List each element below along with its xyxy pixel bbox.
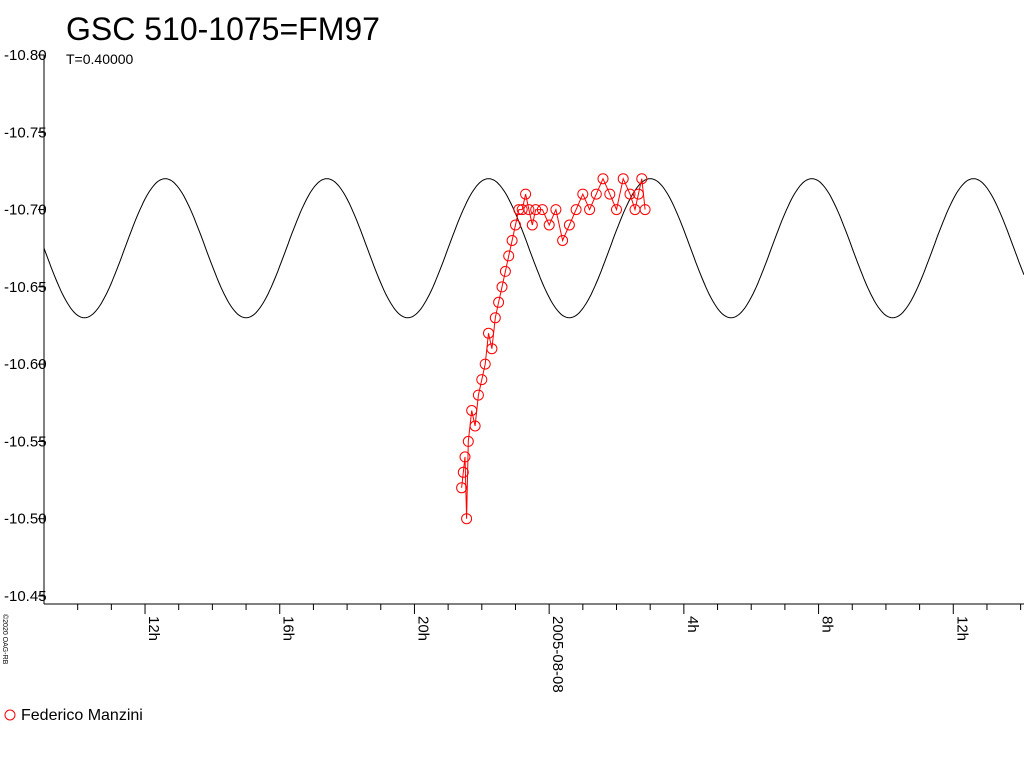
- data-point: [636, 173, 648, 185]
- data-point: [461, 513, 473, 525]
- data-point: [523, 204, 535, 216]
- data-point: [516, 204, 528, 216]
- data-point: [597, 173, 609, 185]
- data-point: [570, 204, 582, 216]
- y-tick-label: -10.55: [4, 433, 47, 450]
- data-point: [590, 188, 602, 200]
- data-point: [617, 173, 629, 185]
- data-point: [459, 451, 471, 463]
- y-tick-label: -10.70: [4, 202, 47, 219]
- x-tick-label: 20h: [414, 616, 431, 641]
- data-point: [577, 188, 589, 200]
- data-point: [604, 188, 616, 200]
- copyright-text: ©2020 OAG-RB: [1, 614, 9, 665]
- data-point: [472, 389, 484, 401]
- data-point: [476, 374, 488, 386]
- model-curve-group: [43, 178, 1024, 319]
- x-tick-label: 4h: [684, 616, 701, 633]
- data-point: [639, 204, 651, 216]
- data-point: [496, 281, 508, 293]
- y-tick-label: -10.45: [4, 588, 47, 605]
- data-point: [456, 482, 468, 494]
- data-point: [469, 420, 481, 432]
- data-point: [503, 250, 515, 262]
- data-point: [632, 188, 644, 200]
- x-tick-label: 12h: [145, 616, 162, 641]
- data-point: [584, 204, 596, 216]
- data-point: [624, 188, 636, 200]
- data-point: [510, 219, 521, 231]
- x-tick-label: 2005-08-08: [549, 616, 566, 693]
- y-tick-label: -10.50: [4, 511, 47, 528]
- data-point: [486, 343, 498, 355]
- data-point: [457, 466, 469, 478]
- y-tick-label: -10.75: [4, 124, 47, 141]
- legend-marker-icon: [4, 709, 16, 721]
- x-tick-label: 16h: [280, 616, 297, 641]
- y-tick-label: -10.65: [4, 279, 47, 296]
- data-point: [536, 204, 548, 216]
- data-point: [526, 219, 538, 231]
- data-point: [466, 405, 478, 416]
- data-point: [611, 204, 622, 216]
- data-point: [489, 312, 501, 324]
- legend-label: Federico Manzini: [21, 707, 143, 724]
- legend: Federico Manzini: [4, 707, 143, 724]
- data-point: [550, 204, 562, 216]
- observation-points: [456, 173, 651, 525]
- x-tick-label: 12h: [953, 616, 970, 641]
- data-point: [493, 296, 505, 308]
- data-point: [479, 358, 491, 370]
- series-line: [461, 177, 646, 519]
- y-axis-ticks: -10.80 -10.75 -10.70 -10.65 -10.60 -10.55 -10.…: [4, 47, 47, 605]
- x-tick-label: 8h: [819, 616, 836, 633]
- data-point: [543, 219, 555, 231]
- data-point: [520, 188, 532, 200]
- y-tick-label: -10.60: [4, 356, 47, 373]
- x-axis-ticks: 12h 16h 20h 2005-08-08 4h 8h 12h: [77, 604, 1022, 693]
- data-point: [483, 327, 494, 339]
- chart-title: GSC 510-1075=FM97: [66, 11, 380, 47]
- data-point: [557, 235, 569, 246]
- data-point: [506, 235, 518, 246]
- data-point: [530, 204, 542, 216]
- data-point: [462, 435, 474, 447]
- data-point: [563, 219, 575, 231]
- chart-subtitle: T=0.40000: [66, 51, 134, 67]
- model-curve: [43, 178, 1024, 319]
- y-tick-label: -10.80: [4, 47, 47, 64]
- data-point: [499, 265, 511, 277]
